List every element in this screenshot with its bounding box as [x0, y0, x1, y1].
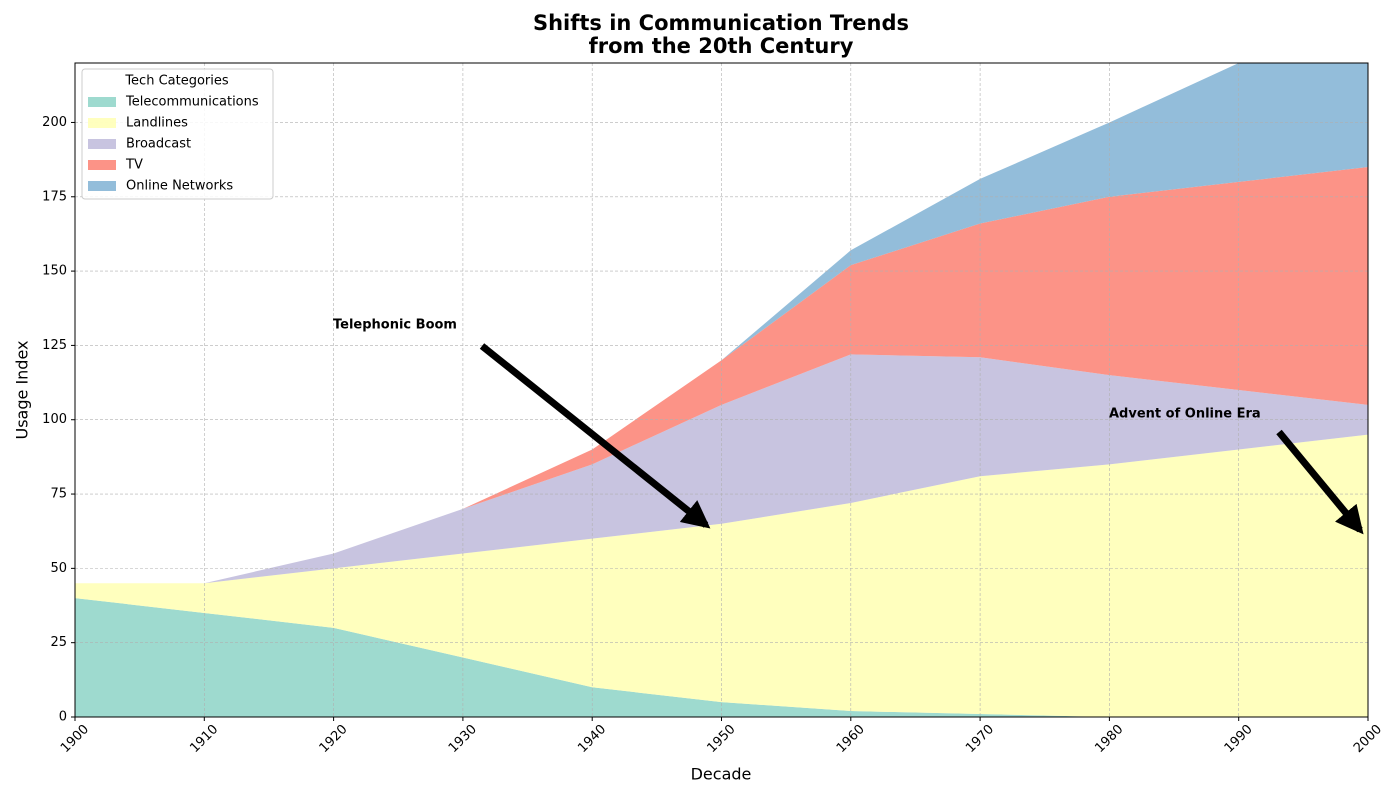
- y-tick-label: 50: [50, 561, 67, 576]
- x-tick-label: 1970: [963, 722, 997, 756]
- plot-frame: [74, 62, 1369, 718]
- y-tick-label: 75: [50, 487, 67, 502]
- x-tick-label: 1920: [317, 722, 351, 756]
- x-tick-label: 1950: [704, 722, 738, 756]
- legend-swatch: [88, 160, 116, 170]
- legend-label: Telecommunications: [125, 95, 259, 110]
- annotation-arrow: [1276, 429, 1364, 535]
- y-axis-label: Usage Index: [13, 341, 32, 440]
- legend-swatch: [88, 118, 116, 128]
- area: [75, 598, 1368, 717]
- annotation-arrow: [479, 343, 711, 529]
- x-tick-label: 1900: [58, 722, 92, 756]
- x-tick-label: 1940: [575, 722, 609, 756]
- x-axis-label: Decade: [691, 765, 752, 784]
- x-tick-label: 2000: [1351, 722, 1385, 756]
- y-tick-label: 200: [42, 115, 67, 130]
- legend-swatch: [88, 97, 116, 107]
- area: [75, 63, 1368, 584]
- legend-label: TV: [125, 158, 143, 173]
- legend-label: Landlines: [126, 116, 188, 131]
- y-tick-label: 0: [59, 710, 67, 725]
- x-tick-label: 1960: [834, 722, 868, 756]
- x-tick-label: 1980: [1092, 722, 1126, 756]
- annotation: Advent of Online Era: [1109, 407, 1261, 422]
- x-tick-label: 1930: [446, 722, 480, 756]
- annotation: Telephonic Boom: [333, 318, 457, 333]
- legend-label: Online Networks: [126, 179, 233, 194]
- legend-box: [81, 68, 274, 200]
- chart-title: Shifts in Communication Trends: [533, 11, 909, 35]
- y-tick-label: 25: [50, 635, 67, 650]
- x-tick-label: 1990: [1222, 722, 1256, 756]
- x-tick-label: 1910: [187, 722, 221, 756]
- chart-title: from the 20th Century: [589, 34, 854, 58]
- legend: Tech Categories Telecommunications Landlin…: [81, 68, 274, 200]
- y-tick-label: 175: [42, 189, 67, 204]
- y-tick-label: 100: [42, 412, 67, 427]
- y-tick-label: 150: [42, 264, 67, 279]
- y-tick-label: 125: [42, 338, 67, 353]
- legend-title: Tech Categories: [124, 74, 229, 89]
- legend-label: Broadcast: [126, 137, 191, 152]
- legend-swatch: [88, 181, 116, 191]
- legend-swatch: [88, 139, 116, 149]
